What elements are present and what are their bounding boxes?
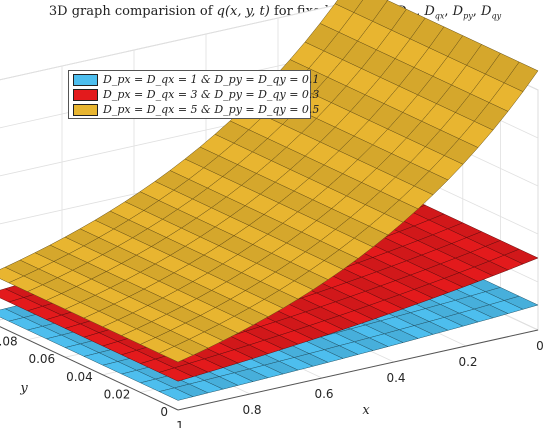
title-param: Dpy <box>452 4 473 21</box>
x-tick-label: 0.6 <box>314 387 333 401</box>
surface-patch <box>158 387 194 401</box>
x-tick-label: 0.4 <box>386 371 405 385</box>
title-param: Dqx <box>424 4 445 21</box>
y-tick-label: 0 <box>160 405 168 419</box>
y-tick-label: 0.08 <box>0 335 18 349</box>
y-tick-label: 0.04 <box>66 370 93 384</box>
legend-swatch <box>73 88 98 101</box>
x-axis-line <box>177 329 539 411</box>
legend-entry: D_px = D_qx = 3 & D_py = D_qy = 0.3 <box>73 87 319 102</box>
y-axis-label: y <box>19 381 28 396</box>
legend-label: D_px = D_qx = 1 & D_py = D_qy = 0.1 <box>103 73 320 86</box>
legend: D_px = D_qx = 1 & D_py = D_qy = 0.1 D_px … <box>68 70 319 119</box>
legend-entry: D_px = D_qx = 5 & D_py = D_qy = 0.5 <box>73 102 319 117</box>
surface-patch <box>158 346 194 363</box>
surface-series-3 <box>0 0 539 363</box>
x-tick-label: 1 <box>176 419 184 428</box>
legend-label: D_px = D_qx = 5 & D_py = D_qy = 0.5 <box>103 103 320 116</box>
x-axis-label: x <box>362 403 370 418</box>
y-tick-label: 0.02 <box>104 387 131 401</box>
title-prefix: 3D graph comparision of <box>48 4 217 19</box>
y-tick-label: 0.06 <box>28 352 55 366</box>
title-func: q(x, y, t) <box>216 4 270 19</box>
legend-swatch <box>73 103 98 116</box>
legend-entry: D_px = D_qx = 1 & D_py = D_qy = 0.1 <box>73 72 319 87</box>
legend-swatch <box>73 73 98 86</box>
x-tick-label: 0 <box>536 339 544 353</box>
y-axis-line <box>0 326 179 411</box>
x-tick-label: 0.2 <box>458 355 477 369</box>
title-param: Dqy <box>481 4 502 21</box>
legend-label: D_px = D_qx = 3 & D_py = D_qy = 0.3 <box>103 88 320 101</box>
surface-patch <box>158 367 194 382</box>
x-tick-label: 0.8 <box>242 403 261 417</box>
